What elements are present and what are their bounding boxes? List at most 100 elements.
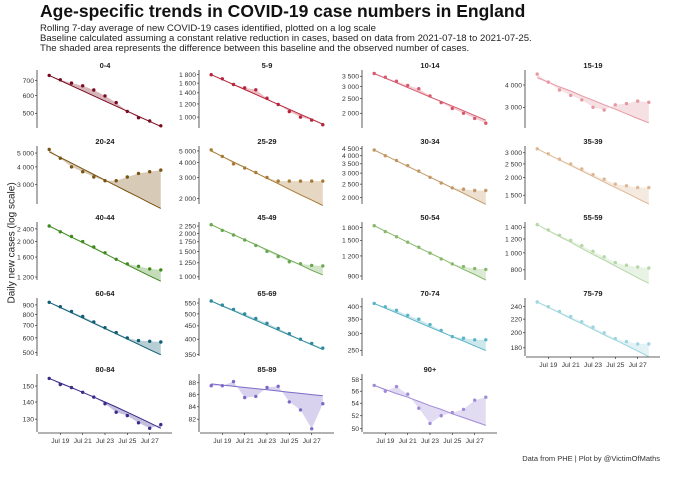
panel-75-79: 75-79 180 200 220 240 Jul 19 Jul 21 Jul 23 Jul 2… (511, 289, 660, 369)
x-tick-label: Jul 27 (303, 438, 321, 445)
baseline-line (374, 384, 486, 426)
panel-5-9: 5-9 1 000 1 200 1 400 1 600 1 800 (179, 61, 325, 128)
data-point (428, 175, 432, 179)
y-tick-label: 1 500 (179, 249, 196, 256)
data-point (484, 338, 488, 342)
data-point (209, 148, 213, 152)
y-tick-label: 54 (351, 401, 359, 408)
x-tick-label: Jul 21 (399, 438, 417, 445)
y-tick-label: 2 000 (342, 195, 359, 202)
y-tick-label: 400 (185, 337, 197, 344)
x-tick-label: Jul 19 (213, 438, 231, 445)
panel-title: 85-89 (257, 365, 276, 374)
data-point (591, 249, 595, 253)
y-tick-label: 1 600 (17, 254, 34, 261)
panel-title: 35-39 (583, 137, 602, 146)
y-tick-label: 2 000 (179, 196, 196, 203)
panel-0-4: 0-4 500 600 700 (23, 61, 163, 128)
panel-70-74: 70-74 250 300 350 400 (348, 289, 488, 356)
panel-10-14: 10-14 2 000 2 500 3 000 3 500 (342, 61, 488, 128)
data-point (383, 389, 387, 393)
data-point (473, 338, 477, 342)
y-tick-label: 50 (351, 426, 359, 433)
data-point (417, 87, 421, 91)
data-point (254, 394, 258, 399)
panel-title: 90+ (424, 365, 437, 374)
data-point (591, 105, 595, 110)
difference-area (374, 73, 486, 124)
data-point (461, 407, 466, 412)
data-point (231, 307, 236, 312)
data-point (310, 263, 314, 268)
x-tick-label: Jul 21 (562, 362, 580, 369)
data-point (624, 263, 629, 267)
data-point (602, 331, 606, 335)
panel-title: 55-59 (583, 213, 602, 222)
data-point (473, 266, 477, 271)
data-point (406, 83, 410, 88)
y-tick-label: 200 (511, 330, 523, 337)
data-point (265, 175, 269, 180)
data-point (383, 154, 387, 158)
data-point (383, 229, 387, 234)
data-point (569, 238, 573, 242)
y-tick-label: 56 (351, 389, 359, 396)
y-tick-label: 2 000 (342, 111, 359, 118)
y-tick-label: 1 000 (179, 274, 196, 281)
y-tick-label: 1 000 (505, 250, 522, 257)
data-point (613, 103, 617, 107)
data-point (254, 170, 258, 175)
y-tick-label: 2 000 (179, 231, 196, 238)
data-point (103, 326, 107, 330)
panel-title: 70-74 (420, 289, 440, 298)
data-point (47, 73, 51, 78)
data-point (125, 109, 129, 114)
data-point (428, 322, 432, 327)
x-tick-label: Jul 23 (96, 438, 114, 445)
data-point (103, 402, 107, 406)
data-point (254, 243, 258, 248)
y-tick-label: 4 000 (505, 82, 522, 89)
y-tick-label: 52 (351, 413, 359, 420)
data-point (461, 187, 466, 191)
data-point (321, 123, 325, 127)
y-tick-label: 350 (185, 352, 197, 359)
x-tick-label: Jul 19 (376, 438, 394, 445)
data-point (394, 384, 399, 389)
x-tick-label: Jul 23 (421, 438, 439, 445)
data-point (287, 260, 291, 264)
data-point (92, 175, 96, 179)
data-point (136, 116, 141, 120)
data-point (557, 233, 562, 237)
data-point (148, 339, 152, 343)
data-point (47, 376, 51, 381)
data-point (310, 341, 314, 346)
data-point (461, 264, 466, 269)
data-point (114, 330, 118, 335)
y-tick-label: 88 (188, 380, 196, 387)
data-point (220, 384, 224, 388)
baseline-line (374, 302, 486, 352)
data-point (484, 267, 488, 272)
data-point (321, 402, 325, 406)
panel-title: 45-49 (257, 213, 276, 222)
data-point (647, 185, 651, 190)
data-point (58, 78, 62, 82)
data-point (92, 245, 96, 249)
y-tick-label: 84 (188, 404, 196, 411)
y-tick-label: 2 500 (342, 96, 359, 103)
y-tick-label: 600 (23, 93, 35, 100)
data-point (372, 301, 376, 306)
data-point (243, 395, 247, 400)
panel-65-69: 65-69 350 400 450 500 550 (185, 289, 325, 359)
data-point (624, 339, 629, 344)
data-point (114, 179, 118, 183)
data-point (394, 158, 399, 163)
y-tick-label: 1 200 (342, 253, 359, 260)
data-point (58, 230, 62, 234)
y-tick-label: 3 000 (505, 150, 522, 157)
data-point (647, 342, 651, 346)
data-point (417, 169, 421, 173)
